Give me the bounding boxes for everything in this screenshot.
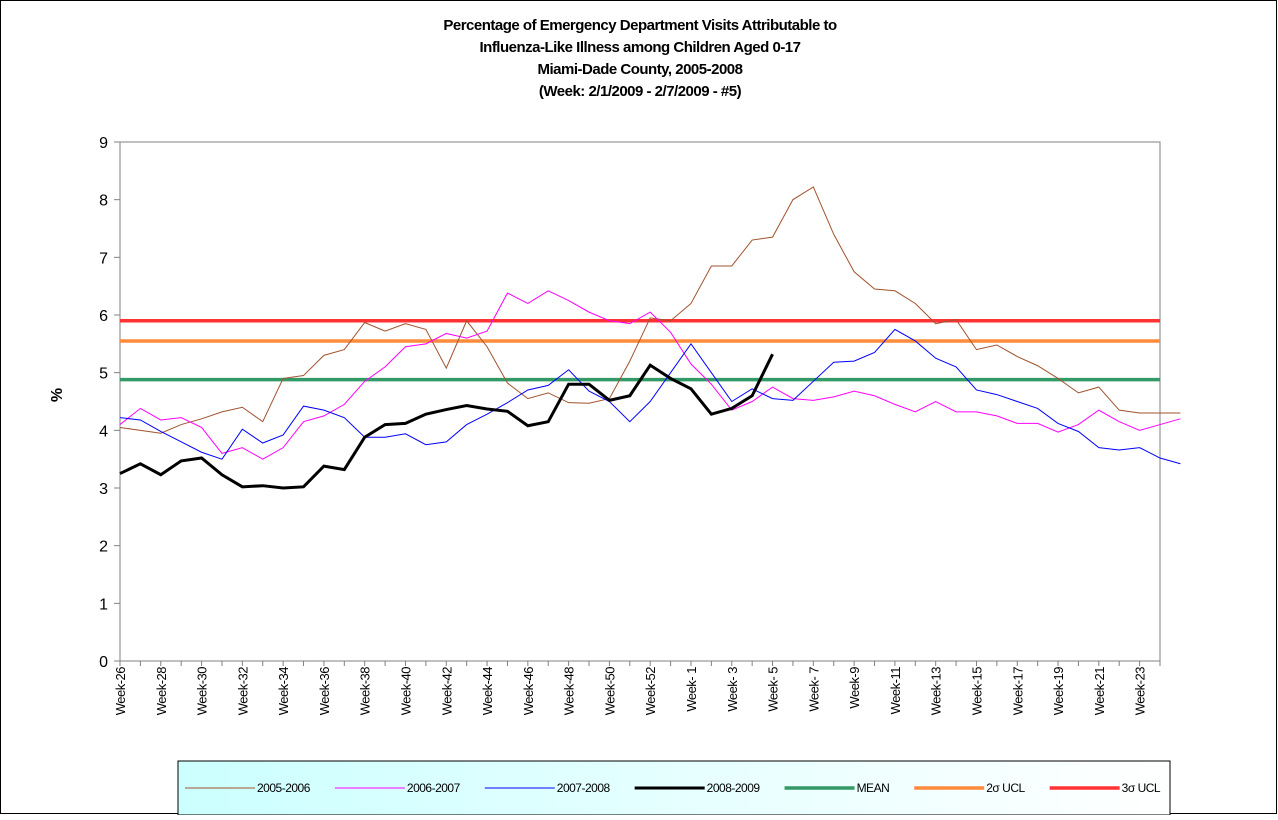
chart-title: Influenza-Like Illness among Children Ag… — [479, 39, 800, 56]
y-tick-label: 9 — [99, 135, 108, 152]
legend-label: MEAN — [857, 781, 890, 795]
x-tick-label: Week-11 — [888, 667, 903, 715]
x-tick-label: Week- 5 — [766, 667, 781, 712]
y-tick-label: 6 — [99, 308, 108, 325]
series-line — [119, 290, 1181, 460]
x-tick-label: Week-52 — [643, 667, 658, 716]
x-tick-label: Week-34 — [276, 667, 291, 716]
x-tick-label: Week-30 — [195, 667, 210, 716]
y-tick-label: 8 — [99, 193, 108, 210]
series-line — [119, 353, 774, 490]
x-tick-label: Week-19 — [1051, 667, 1066, 716]
chart-title: (Week: 2/1/2009 - 2/7/2009 - #5) — [539, 83, 742, 100]
series-line — [119, 328, 1181, 465]
legend-label: 2008-2009 — [707, 781, 761, 795]
legend-label: 2006-2007 — [407, 781, 461, 795]
y-tick-label: 5 — [99, 366, 108, 383]
x-tick-label: Week- 3 — [725, 667, 740, 712]
legend-label: 2007-2008 — [557, 781, 611, 795]
x-tick-label: Week-40 — [398, 667, 413, 716]
chart-title: Miami-Dade County, 2005-2008 — [538, 61, 743, 78]
x-tick-label: Week-15 — [969, 667, 984, 716]
y-tick-label: 1 — [99, 596, 108, 613]
x-tick-label: Week-48 — [562, 667, 577, 716]
y-tick-label: 0 — [99, 654, 108, 671]
x-tick-label: Week-46 — [521, 667, 536, 716]
x-tick-label: Week-21 — [1092, 667, 1107, 716]
x-tick-label: Week-9 — [847, 667, 862, 709]
x-tick-label: Week-50 — [602, 667, 617, 716]
x-tick-label: Week- 1 — [684, 667, 699, 712]
series-line — [119, 186, 1181, 434]
x-tick-label: Week-32 — [235, 667, 250, 716]
y-tick-label: 4 — [99, 423, 108, 440]
x-tick-label: Week-17 — [1010, 667, 1025, 716]
y-tick-label: 3 — [99, 481, 108, 498]
x-tick-label: Week-36 — [317, 667, 332, 716]
x-tick-label: Week- 7 — [806, 667, 821, 712]
plot-area — [119, 141, 1161, 662]
chart-title: Percentage of Emergency Department Visit… — [443, 17, 837, 34]
y-axis-label: % — [49, 388, 66, 402]
y-tick-label: 7 — [99, 250, 108, 267]
x-tick-label: Week-42 — [439, 667, 454, 716]
legend-label: 2σ UCL — [986, 781, 1025, 795]
x-tick-label: Week-28 — [154, 667, 169, 716]
x-tick-label: Week-13 — [929, 667, 944, 716]
legend-label: 3σ UCL — [1122, 781, 1161, 795]
x-tick-label: Week-44 — [480, 667, 495, 716]
x-tick-label: Week-38 — [358, 667, 373, 716]
x-tick-label: Week-26 — [113, 667, 128, 716]
y-tick-label: 2 — [99, 539, 108, 556]
x-tick-label: Week-23 — [1133, 667, 1148, 716]
legend-label: 2005-2006 — [257, 781, 311, 795]
